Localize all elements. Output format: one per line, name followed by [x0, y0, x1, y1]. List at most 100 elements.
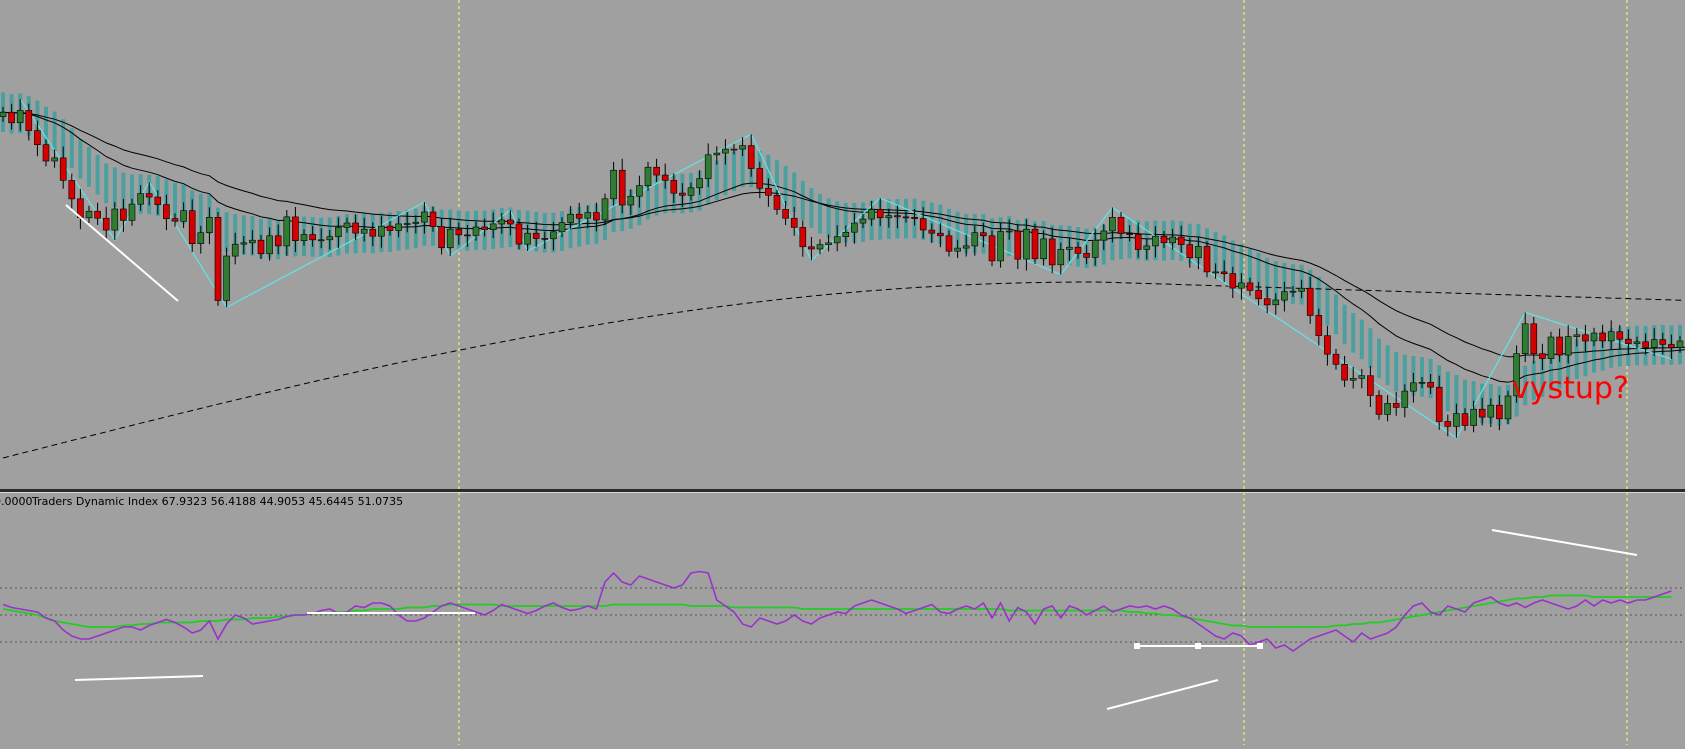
candle-body	[1375, 395, 1383, 415]
candle-body	[1487, 404, 1495, 418]
candle-body	[894, 215, 901, 218]
period-separators	[458, 0, 1628, 745]
candle-body	[765, 188, 772, 196]
candle-body	[1573, 334, 1581, 337]
candle-body	[593, 212, 600, 221]
tdi-trendline-4	[1491, 529, 1638, 556]
candle-body	[980, 232, 987, 237]
candle-body	[214, 217, 222, 301]
candle-body	[507, 219, 514, 225]
candle-body	[1427, 381, 1434, 388]
candle-body	[0, 111, 7, 117]
candle-body	[197, 232, 205, 244]
candle-body	[773, 195, 781, 210]
candle-body	[1384, 403, 1391, 415]
candle-body	[1616, 331, 1624, 340]
candle-body	[1281, 291, 1288, 301]
candle-body	[412, 221, 420, 224]
candle-body	[1212, 271, 1219, 274]
moving-average-slow-dashed	[2, 281, 1685, 459]
candle-body	[988, 235, 996, 262]
candle-body	[945, 235, 953, 252]
candle-body	[464, 234, 471, 237]
candle-body	[1014, 230, 1022, 260]
candle-body	[111, 208, 119, 231]
candle-body	[971, 232, 979, 247]
candle-body	[808, 246, 815, 250]
candle-body	[1607, 331, 1615, 342]
candle-body	[395, 223, 402, 231]
candle-body	[1083, 253, 1090, 258]
candle-body	[1401, 390, 1409, 408]
candle-body	[206, 217, 213, 234]
candle-body	[163, 204, 170, 220]
candle-body	[1315, 315, 1323, 336]
candle-body	[532, 232, 540, 239]
tdi-trendline-3	[1106, 679, 1219, 710]
candle-body	[722, 148, 729, 154]
candle-body	[42, 144, 50, 162]
candle-body	[455, 228, 463, 236]
candle-body	[1496, 404, 1503, 420]
candle-body	[670, 180, 678, 194]
candle-body	[8, 111, 15, 124]
tdi-price-line	[2, 570, 1672, 652]
candle-body	[274, 235, 282, 247]
candle-body	[1625, 338, 1632, 344]
candle-body	[1349, 378, 1357, 381]
candle-body	[1418, 381, 1426, 384]
candlestick-series	[0, 99, 1684, 438]
candle-body	[240, 242, 248, 245]
candle-body	[1143, 245, 1151, 250]
indicator-label: Traders Dynamic Index 67.9323 56.4188 44…	[31, 495, 403, 508]
candle-body	[1169, 236, 1176, 244]
candle-body	[713, 152, 721, 156]
candle-body	[816, 244, 824, 250]
panel-divider[interactable]	[0, 489, 1685, 492]
candle-body	[1005, 230, 1013, 233]
candle-body	[85, 210, 93, 219]
candle-body	[1659, 339, 1667, 345]
candle-body	[911, 217, 918, 219]
candle-body	[859, 218, 867, 224]
candle-body	[266, 235, 273, 255]
candle-body	[997, 231, 1004, 262]
tdi-lines	[2, 570, 1672, 652]
candle-body	[249, 239, 256, 244]
candle-body	[145, 193, 153, 198]
candle-body	[601, 198, 609, 221]
candle-body	[1040, 238, 1047, 259]
candle-body	[1332, 353, 1340, 365]
trendline-handle-2	[1257, 643, 1263, 649]
candle-body	[360, 228, 368, 234]
tdi-trendline-0	[74, 675, 204, 681]
candle-body	[618, 169, 626, 206]
trendline-handle-0	[1134, 643, 1140, 649]
candle-body	[1057, 249, 1065, 266]
candle-body	[292, 216, 299, 241]
candle-body	[1633, 341, 1641, 344]
candle-body	[937, 232, 944, 237]
candle-body	[704, 154, 712, 179]
candle-body	[1564, 336, 1572, 356]
candle-body	[1117, 217, 1125, 234]
price-trendlines	[65, 204, 179, 302]
candle-body	[1195, 246, 1202, 259]
candle-body	[1453, 413, 1460, 427]
candle-body	[1590, 332, 1598, 342]
candle-body	[1229, 273, 1237, 289]
candle-body	[1091, 239, 1099, 258]
candle-body	[25, 110, 33, 131]
candle-body	[1435, 386, 1443, 422]
candle-body	[1556, 336, 1563, 356]
candle-body	[317, 239, 325, 242]
candle-body	[489, 223, 497, 230]
panel-divider-shadow	[0, 492, 1685, 493]
candle-body	[627, 195, 635, 206]
candle-body	[515, 223, 523, 245]
candle-body	[1160, 235, 1168, 244]
candle-body	[1676, 340, 1684, 348]
candle-body	[876, 209, 884, 219]
candle-body	[128, 203, 136, 221]
